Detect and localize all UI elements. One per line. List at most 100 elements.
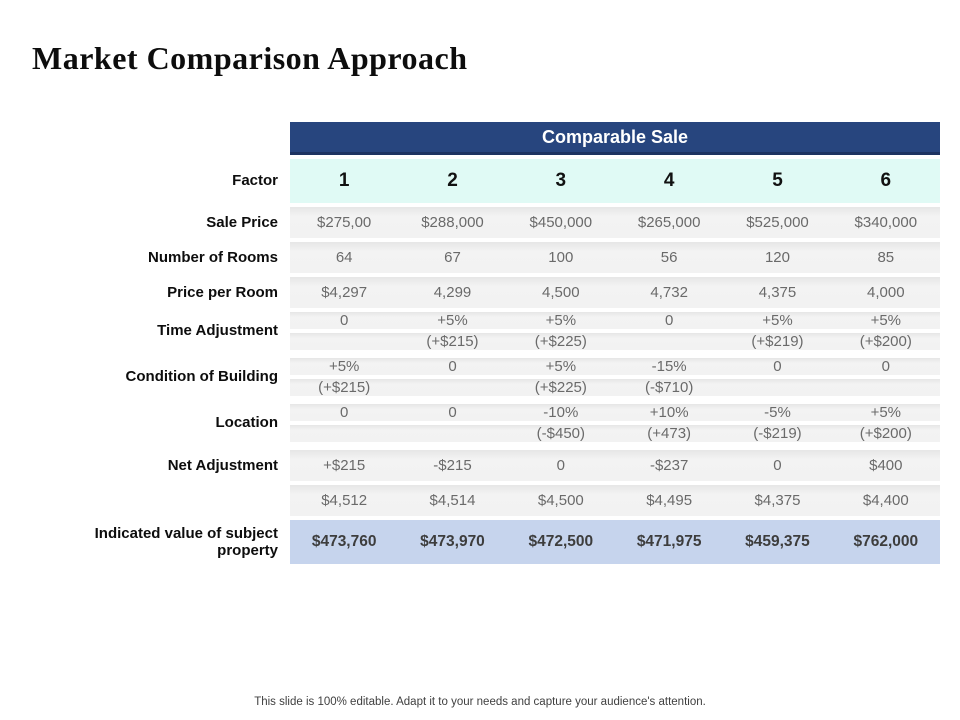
table-cell: 4,375: [758, 284, 797, 301]
table-cell: 0: [339, 312, 349, 329]
page-title: Market Comparison Approach: [32, 40, 468, 76]
table-cell: (+$200): [859, 333, 912, 350]
table-cell: +10%: [649, 404, 689, 421]
table-cell: 56: [660, 249, 678, 266]
factor-column: 6: [880, 170, 892, 191]
table-cell: $450,000: [529, 214, 593, 231]
table-cell: -$237: [649, 457, 689, 474]
table-row-adjusted-price: $4,512 $4,514 $4,500 $4,495 $4,375 $4,40…: [60, 485, 940, 516]
row-cells: (+$215) (+$225) (-$710): [290, 379, 940, 396]
table-cell: [398, 379, 506, 396]
table-cell: $4,512: [321, 492, 368, 509]
factor-column: 5: [772, 170, 783, 191]
table-cell: +5%: [437, 312, 468, 329]
table-cell: 120: [764, 249, 790, 266]
table-cell: +5%: [545, 358, 577, 375]
row-cells: (+$215) (+$225) (+$219) (+$200): [290, 333, 940, 350]
table-cell: -10%: [543, 404, 579, 421]
table-cell: [832, 379, 940, 396]
table-cell: $4,375: [754, 492, 801, 509]
factor-column: 4: [663, 170, 675, 191]
row-cells: $275,00 $288,000 $450,000 $265,000 $525,…: [290, 207, 940, 238]
table-cell: 64: [335, 249, 353, 266]
table-cell: (+$215): [426, 333, 479, 350]
row-label: Price per Room: [167, 283, 278, 301]
table-cell: [398, 425, 506, 442]
row-cells: 64 67 100 56 120 85: [290, 242, 940, 273]
table-cell: 0: [773, 358, 782, 375]
table-cell: $288,000: [421, 214, 484, 231]
row-stack: 0 0 -10% +10% -5% +5% (-$450) (+473) (-$…: [290, 404, 940, 442]
table-cell: $459,375: [745, 533, 810, 550]
table-cell: 4,500: [542, 284, 580, 301]
table-cell: (+$225): [534, 379, 587, 396]
row-cells: $4,512 $4,514 $4,500 $4,495 $4,375 $4,40…: [290, 485, 940, 516]
table-cell: [290, 425, 398, 442]
row-cells: +5% 0 +5% -15% 0 0: [290, 358, 940, 375]
table-cell: $471,975: [636, 533, 702, 550]
table-cell: $4,297: [321, 284, 368, 301]
table-row-sale-price: Sale Price $275,00 $288,000 $450,000 $26…: [60, 207, 940, 238]
table-cell: +5%: [762, 312, 793, 329]
factor-cells: 1 2 3 4 5 6: [290, 159, 940, 203]
table-cell: 67: [444, 249, 461, 266]
table-row-indicated-value: Indicated value of subject property $473…: [60, 520, 940, 564]
row-label: [60, 485, 290, 516]
table-cell: -$215: [433, 457, 472, 474]
row-stack: 0 +5% +5% 0 +5% +5% (+$215) (+$225) (+$2…: [290, 312, 940, 350]
factor-column: 2: [447, 170, 458, 191]
table-cell: $275,00: [317, 214, 372, 231]
footer-note: This slide is 100% editable. Adapt it to…: [254, 696, 706, 708]
row-cells: (-$450) (+473) (-$219) (+$200): [290, 425, 940, 442]
table-cell: +$215: [323, 457, 366, 474]
table-cell: (-$710): [644, 379, 694, 396]
row-label: Condition of Building: [125, 368, 278, 386]
table-cell: 4,299: [433, 284, 472, 301]
table-cell: $400: [869, 457, 903, 474]
table-cell: $4,500: [537, 492, 584, 509]
table-cell: 4,732: [650, 284, 688, 301]
table-cell: $473,970: [420, 533, 485, 550]
row-label: Time Adjustment: [157, 322, 278, 340]
table-cell: $265,000: [637, 214, 701, 231]
table-cell: [290, 333, 398, 350]
header-spacer: [60, 122, 290, 155]
table-cell: (+$219): [751, 333, 804, 350]
table-cell: -15%: [651, 358, 687, 375]
table-cell: +5%: [328, 358, 360, 375]
row-label: Net Adjustment: [167, 456, 278, 474]
table-cell: $472,500: [528, 533, 594, 550]
row-label: Number of Rooms: [147, 248, 278, 266]
table-cell: 0: [339, 404, 349, 421]
table-row-number-of-rooms: Number of Rooms 64 67 100 56 120 85: [60, 242, 940, 273]
table-cell: 0: [773, 457, 782, 474]
table-cell: +5%: [870, 312, 902, 329]
row-cells: $4,297 4,299 4,500 4,732 4,375 4,000: [290, 277, 940, 308]
row-stack: +5% 0 +5% -15% 0 0 (+$215) (+$225) (-$71…: [290, 358, 940, 396]
table-cell: 0: [448, 404, 457, 421]
row-label: Factor: [232, 172, 278, 190]
table-cell: 4,000: [867, 284, 905, 301]
table-cell: (-$450): [536, 425, 585, 442]
row-label: Sale Price: [206, 213, 278, 231]
table-row-price-per-room: Price per Room $4,297 4,299 4,500 4,732 …: [60, 277, 940, 308]
table-cell: $4,400: [862, 492, 909, 509]
factor-column: 3: [555, 170, 567, 191]
table-row-condition-of-building: Condition of Building +5% 0 +5% -15% 0 0…: [60, 358, 940, 396]
table-cell: (+$215): [318, 379, 371, 396]
table-cell: (+$200): [859, 425, 912, 442]
row-cells: 0 +5% +5% 0 +5% +5%: [290, 312, 940, 329]
table-cell: (-$219): [753, 425, 802, 442]
table-cell: +5%: [545, 312, 577, 329]
table-header-row: Comparable Sale: [60, 122, 940, 155]
row-cells: 0 0 -10% +10% -5% +5%: [290, 404, 940, 421]
table-cell: $340,000: [854, 214, 918, 231]
table-cell: +5%: [870, 404, 902, 421]
table-cell: -5%: [764, 404, 791, 421]
table-row-time-adjustment: Time Adjustment 0 +5% +5% 0 +5% +5% (+$2…: [60, 312, 940, 350]
table-cell: $473,760: [311, 533, 377, 550]
comparison-table: Comparable Sale Factor 1 2 3 4 5 6 Sale …: [60, 122, 940, 568]
table-cell: (+$225): [534, 333, 587, 350]
row-cells: +$215 -$215 0 -$237 0 $400: [290, 450, 940, 481]
